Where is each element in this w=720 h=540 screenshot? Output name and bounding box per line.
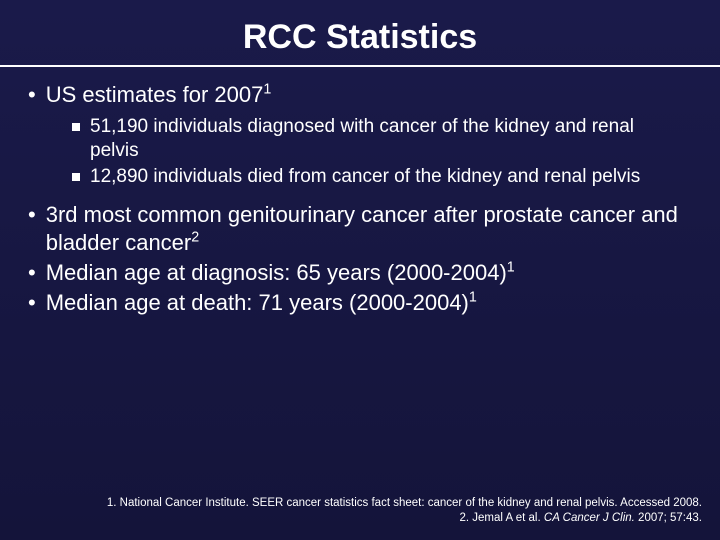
bullet-text: 3rd most common genitourinary cancer aft… bbox=[46, 201, 692, 257]
bullet-marker: • bbox=[28, 81, 36, 109]
references: 1. National Cancer Institute. SEER cance… bbox=[107, 496, 702, 526]
sub-bullet-list: 51,190 individuals diagnosed with cancer… bbox=[28, 111, 692, 201]
sub-bullet-marker bbox=[72, 173, 80, 181]
reference-line: 2. Jemal A et al. CA Cancer J Clin. 2007… bbox=[107, 511, 702, 526]
bullet-marker: • bbox=[28, 201, 36, 229]
bullet-text: Median age at diagnosis: 65 years (2000-… bbox=[46, 259, 515, 287]
bullet-item: • Median age at diagnosis: 65 years (200… bbox=[28, 259, 692, 287]
reference-line: 1. National Cancer Institute. SEER cance… bbox=[107, 496, 702, 511]
bullet-item: • Median age at death: 71 years (2000-20… bbox=[28, 289, 692, 317]
sub-bullet-text: 12,890 individuals died from cancer of t… bbox=[90, 165, 660, 189]
bullet-item: • US estimates for 20071 bbox=[28, 81, 692, 109]
sub-bullet-item: 51,190 individuals diagnosed with cancer… bbox=[72, 115, 692, 163]
sub-bullet-marker bbox=[72, 123, 80, 131]
bullet-marker: • bbox=[28, 289, 36, 317]
bullet-text: Median age at death: 71 years (2000-2004… bbox=[46, 289, 477, 317]
bullet-text: US estimates for 20071 bbox=[46, 81, 272, 109]
slide-body: • US estimates for 20071 51,190 individu… bbox=[0, 67, 720, 317]
sub-bullet-item: 12,890 individuals died from cancer of t… bbox=[72, 165, 692, 189]
bullet-item: • 3rd most common genitourinary cancer a… bbox=[28, 201, 692, 257]
bullet-marker: • bbox=[28, 259, 36, 287]
sub-bullet-text: 51,190 individuals diagnosed with cancer… bbox=[90, 115, 692, 163]
slide-title: RCC Statistics bbox=[243, 18, 477, 57]
